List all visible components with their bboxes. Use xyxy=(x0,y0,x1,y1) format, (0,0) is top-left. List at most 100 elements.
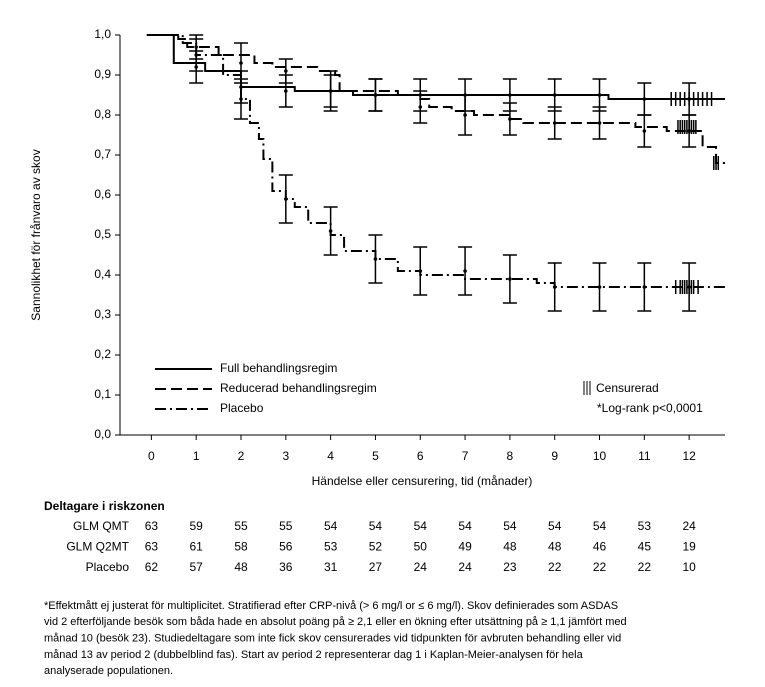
error-bar-point xyxy=(463,269,467,273)
error-bar-point xyxy=(284,197,288,201)
y-tick-label: 0,9 xyxy=(94,67,111,81)
risk-value: 31 xyxy=(324,560,338,574)
legend-label: Full behandlingsregim xyxy=(220,361,337,375)
annotation: *Log-rank p<0,0001 xyxy=(597,401,703,415)
footnote: månad 13 av period 2 (dubbelblind fas). … xyxy=(44,649,584,661)
y-tick-label: 0,4 xyxy=(94,267,111,281)
x-tick-label: 5 xyxy=(372,449,379,463)
error-bar-point xyxy=(597,285,602,289)
legend-label: Placebo xyxy=(220,401,264,415)
legend-label: Reducerad behandlingsregim xyxy=(220,381,377,395)
x-tick-label: 9 xyxy=(551,449,558,463)
risk-value: 54 xyxy=(414,519,428,533)
risk-value: 46 xyxy=(593,540,607,554)
y-tick-label: 0,0 xyxy=(94,427,111,441)
x-tick-label: 3 xyxy=(282,449,289,463)
error-bar-point xyxy=(373,93,378,97)
survival-curve xyxy=(146,34,725,288)
risk-value: 53 xyxy=(638,519,652,533)
footnote: analyserade populationen. xyxy=(44,665,173,677)
risk-value: 54 xyxy=(458,519,472,533)
footnote: vid 2 efterföljande besök som båda hade … xyxy=(44,616,627,628)
y-tick-label: 0,3 xyxy=(94,307,111,321)
risk-value: 62 xyxy=(145,560,159,574)
y-tick-label: 0,5 xyxy=(94,227,111,241)
risk-row-label: GLM QMT xyxy=(73,519,130,533)
risk-value: 19 xyxy=(682,540,696,554)
risk-value: 54 xyxy=(548,519,562,533)
risk-row-label: GLM Q2MT xyxy=(66,540,129,554)
y-tick-label: 0,7 xyxy=(94,147,111,161)
x-tick-label: 10 xyxy=(593,449,607,463)
risk-value: 55 xyxy=(234,519,248,533)
footnote: *Effektmått ej justerat för multiplicite… xyxy=(44,600,618,612)
error-bar-point xyxy=(642,285,647,289)
error-bar-point xyxy=(642,129,647,133)
risk-value: 24 xyxy=(682,519,696,533)
risk-value: 53 xyxy=(324,540,338,554)
y-axis-label: Sannolikhet för frånvaro av skov xyxy=(29,149,43,320)
x-tick-label: 4 xyxy=(327,449,334,463)
risk-value: 57 xyxy=(190,560,204,574)
risk-value: 48 xyxy=(503,540,517,554)
survival-curve xyxy=(146,34,725,100)
risk-value: 52 xyxy=(369,540,383,554)
y-tick-label: 0,2 xyxy=(94,347,111,361)
survival-curve xyxy=(146,34,725,164)
y-tick-label: 0,6 xyxy=(94,187,111,201)
y-tick-label: 0,8 xyxy=(94,107,111,121)
y-tick-label: 0,1 xyxy=(94,387,111,401)
risk-value: 24 xyxy=(414,560,428,574)
error-bar-point xyxy=(552,93,557,97)
x-tick-label: 0 xyxy=(148,449,155,463)
risk-row-label: Placebo xyxy=(86,560,130,574)
error-bar-point xyxy=(194,53,198,57)
risk-table-title: Deltagare i riskzonen xyxy=(44,499,165,513)
x-tick-label: 11 xyxy=(638,449,651,463)
x-tick-label: 6 xyxy=(417,449,424,463)
risk-value: 50 xyxy=(414,540,428,554)
error-bar-point xyxy=(552,285,557,289)
error-bar-point xyxy=(508,277,512,281)
risk-value: 61 xyxy=(190,540,204,554)
risk-value: 45 xyxy=(638,540,652,554)
risk-value: 48 xyxy=(548,540,562,554)
x-tick-label: 7 xyxy=(462,449,469,463)
error-bar-point xyxy=(284,69,288,73)
error-bar-point xyxy=(552,121,557,125)
risk-value: 24 xyxy=(458,560,472,574)
risk-value: 10 xyxy=(682,560,696,574)
error-bar-point xyxy=(508,117,512,121)
risk-value: 22 xyxy=(638,560,652,574)
error-bar-point xyxy=(328,229,333,233)
error-bar-point xyxy=(597,121,602,125)
error-bar-point xyxy=(418,269,423,273)
y-tick-label: 1,0 xyxy=(94,27,111,41)
footnote: månad 10 (besök 23). Studiedeltagare som… xyxy=(44,633,621,645)
risk-value: 54 xyxy=(324,519,338,533)
risk-value: 54 xyxy=(503,519,517,533)
risk-value: 22 xyxy=(593,560,607,574)
x-tick-label: 1 xyxy=(193,449,200,463)
risk-value: 27 xyxy=(369,560,383,574)
risk-value: 54 xyxy=(593,519,607,533)
risk-value: 55 xyxy=(279,519,293,533)
error-bar-point xyxy=(239,97,243,101)
error-bar-point xyxy=(508,93,512,97)
error-bar-point xyxy=(373,257,378,261)
error-bar-point xyxy=(597,93,602,97)
risk-value: 49 xyxy=(458,540,472,554)
x-tick-label: 12 xyxy=(682,449,696,463)
annotation: Censurerad xyxy=(596,381,659,395)
risk-value: 63 xyxy=(145,540,159,554)
error-bar-point xyxy=(418,105,423,109)
error-bar-point xyxy=(239,61,243,65)
x-axis-label: Händelse eller censurering, tid (månader… xyxy=(312,474,533,488)
risk-value: 63 xyxy=(145,519,159,533)
risk-value: 48 xyxy=(234,560,248,574)
risk-value: 56 xyxy=(279,540,293,554)
risk-value: 58 xyxy=(234,540,248,554)
x-tick-label: 2 xyxy=(238,449,245,463)
error-bar-point xyxy=(328,89,333,93)
